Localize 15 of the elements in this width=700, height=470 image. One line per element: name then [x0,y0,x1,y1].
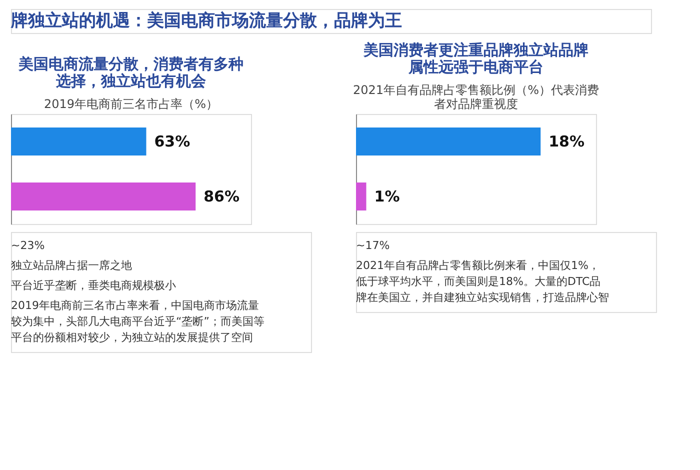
chart-subtitle: 2019年电商前三名市占率（%） [44,97,218,111]
chart-title: 美国电商流量分散，消费者有多种选择，独立站也有机会 [18,55,244,90]
chart-title: 美国消费者更注重品牌独立站品牌属性远强于电商平台 [362,41,588,76]
text: 独立站品牌占据一席之地 [11,259,132,272]
data-label: 1% [374,188,400,206]
text: 牌独立站的机遇：美国电商市场流量分散，品牌为王 [10,11,402,31]
data-label: 18% [548,132,585,150]
text: 平台近乎垄断，垂类电商规模极小 [11,279,176,292]
text: ~23% [11,239,45,252]
text: 2019年电商前三名市占率来看，中国电商市场流量较为集中，头部几大电商平台近乎“垄断”；而美国等平台的份额相对较少，为独立站的发展提供了空间 [11,299,264,344]
data-label: 86% [204,188,240,206]
text: ~17% [356,239,390,252]
text: 2021年自有品牌占零售额比例来看，中国仅1%，低于球平均水平，而美国则是18%。大量的DTC品牌在美国立，并自建独立站实现销售，打造品牌心智 [356,259,609,304]
data-label: 63% [154,132,190,150]
chart-subtitle: 2021年自有品牌占零售额比例（%）代表消费者对品牌重视度 [353,83,599,111]
